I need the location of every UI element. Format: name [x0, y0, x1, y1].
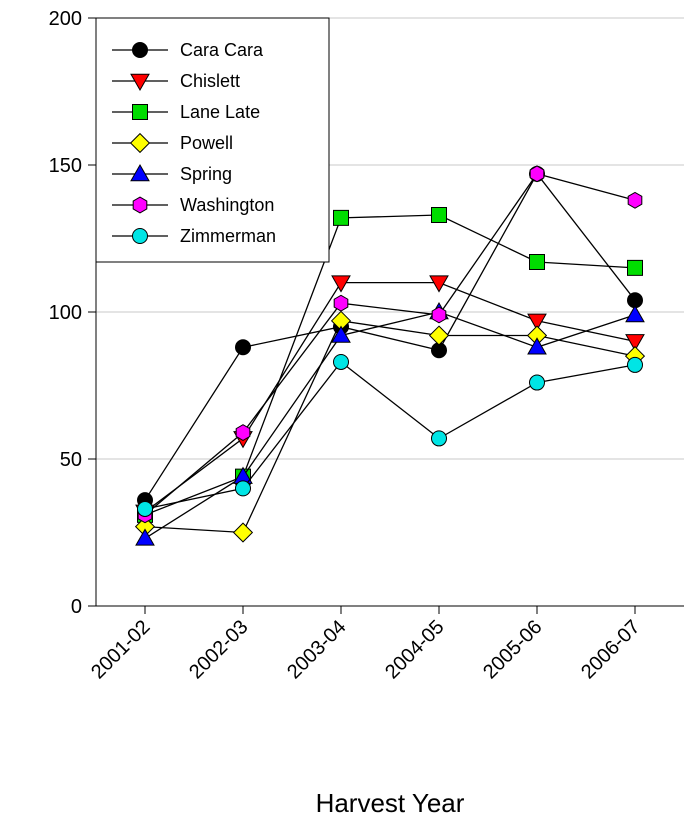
series-chislett [135, 275, 645, 522]
data-point [527, 337, 547, 355]
data-point [333, 353, 349, 370]
series-line [144, 320, 636, 534]
y-tick-label: 200 [49, 8, 82, 30]
legend-item: Cara Cara [112, 40, 264, 60]
data-point [627, 191, 643, 209]
legend-label: Powell [180, 133, 233, 153]
legend-marker [132, 104, 148, 120]
legend-label: Cara Cara [180, 40, 264, 60]
data-point [625, 334, 645, 352]
legend-item: Zimmerman [112, 226, 276, 246]
legend-item: Washington [112, 195, 274, 215]
series-line [144, 172, 636, 501]
x-axis-ticks: 2001-02 2002-03 2003-04 2004-05 2005-06 2006-… [87, 606, 645, 683]
series-line [144, 361, 636, 510]
legend-item: Chislett [112, 71, 240, 92]
y-axis-ticks: 0 50 100 150 200 [49, 8, 96, 618]
x-tick-label: 2005-06 [479, 616, 546, 683]
data-point [431, 306, 447, 324]
x-tick-label: 2002-03 [185, 616, 252, 683]
series-line [144, 214, 636, 516]
legend-marker [132, 228, 148, 244]
data-point [235, 339, 251, 356]
legend-item: Lane Late [112, 102, 260, 122]
y-tick-label: 150 [49, 155, 82, 177]
legend-item: Powell [112, 132, 233, 154]
legend-marker [132, 196, 148, 214]
data-point [232, 522, 254, 543]
data-point [529, 254, 545, 271]
data-point [527, 313, 547, 331]
legend: Cara Cara Chislett Lane Late Powell Spring Wa… [95, 17, 330, 263]
data-point [627, 259, 643, 276]
data-point [333, 209, 349, 226]
x-tick-label: 2004-05 [381, 616, 448, 683]
data-point [235, 480, 251, 497]
y-tick-label: 50 [60, 449, 82, 471]
series-spring [135, 301, 645, 546]
legend-marker [129, 132, 151, 154]
x-tick-label: 2001-02 [87, 616, 154, 683]
legend-label: Lane Late [180, 102, 260, 122]
series-washington [137, 165, 643, 524]
series-line [144, 311, 636, 539]
legend-marker [132, 42, 148, 58]
series-zimmerman [137, 353, 643, 517]
series-line [144, 173, 636, 516]
data-point [627, 356, 643, 373]
y-tick-label: 100 [49, 302, 82, 324]
data-point [235, 424, 251, 441]
data-point [135, 528, 155, 546]
legend-marker [130, 163, 150, 182]
series-group [134, 165, 646, 546]
x-axis-title: Harvest Year [316, 788, 465, 817]
data-point [431, 206, 447, 223]
legend-label: Zimmerman [180, 226, 276, 246]
data-point [529, 374, 545, 391]
y-tick-label: 0 [71, 596, 82, 618]
data-point [137, 500, 153, 517]
legend-label: Chislett [180, 71, 240, 91]
data-point [331, 325, 351, 343]
x-tick-label: 2006-07 [577, 616, 644, 683]
data-point [625, 304, 645, 323]
x-tick-label: 2003-04 [283, 616, 350, 683]
data-point [429, 275, 449, 293]
series-line [144, 281, 636, 513]
legend-label: Spring [180, 164, 232, 184]
legend-marker [130, 73, 150, 92]
legend-item: Spring [112, 163, 232, 184]
data-point [333, 294, 349, 312]
legend-label: Washington [180, 195, 274, 215]
data-point [331, 275, 351, 293]
data-point [428, 325, 450, 346]
series-powell [134, 310, 646, 543]
data-point [529, 165, 545, 183]
data-point [431, 430, 447, 447]
